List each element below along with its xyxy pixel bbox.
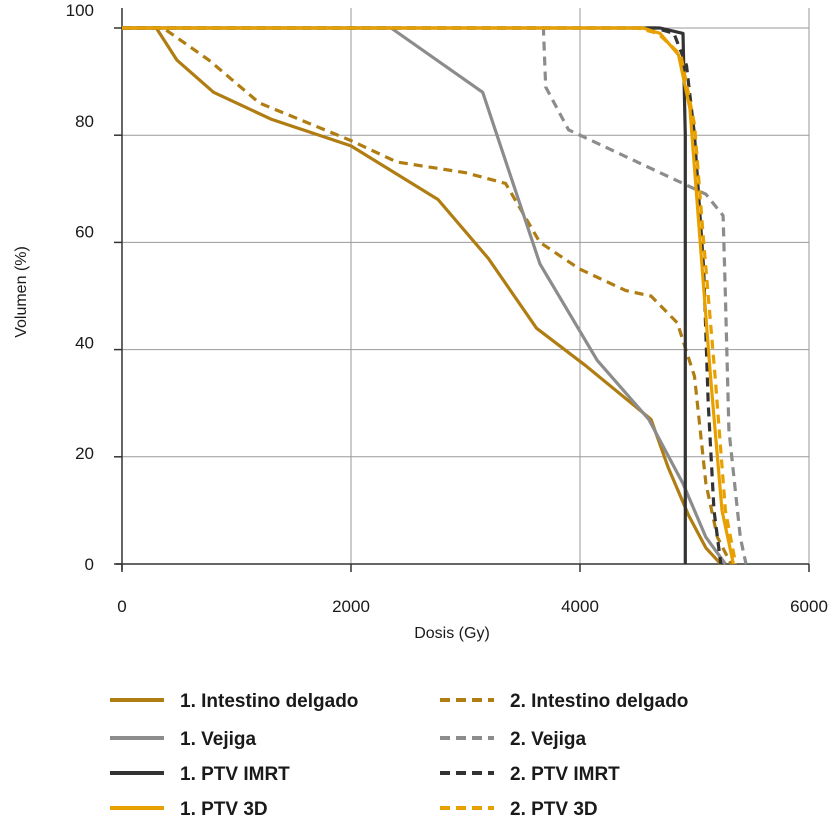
legend-label: 2. PTV IMRT (510, 764, 620, 785)
y-tick-label: 100 (66, 1, 94, 20)
y-tick-label: 20 (75, 444, 94, 463)
x-tick-label: 2000 (332, 597, 370, 616)
x-tick-label: 4000 (561, 597, 599, 616)
axes (114, 8, 810, 572)
series-line-8 (122, 26, 738, 565)
series-line-3 (122, 26, 727, 565)
series-line-6 (122, 26, 723, 565)
y-tick-label: 60 (75, 223, 94, 242)
series-line-2 (122, 26, 733, 565)
legend-label: 1. Intestino delgado (180, 691, 358, 712)
y-tick-label: 80 (75, 112, 94, 131)
legend-label: 1. PTV 3D (180, 799, 268, 820)
x-axis-title: Dosis (Gy) (414, 625, 490, 642)
y-tick-label: 0 (85, 555, 94, 574)
series-line-7 (122, 26, 735, 565)
y-axis-title: Volumen (%) (13, 246, 30, 338)
legend-label: 1. Vejiga (180, 729, 256, 750)
y-tick-label: 40 (75, 333, 94, 352)
series-line-5 (122, 26, 687, 564)
series-line-4 (122, 26, 748, 565)
series-layer (122, 26, 748, 566)
x-tick-label: 0 (117, 597, 126, 616)
legend-label: 2. Intestino delgado (510, 691, 688, 712)
series-line-1 (122, 26, 722, 566)
legend-label: 2. PTV 3D (510, 799, 598, 820)
legend-label: 2. Vejiga (510, 729, 586, 750)
legend: 1. Intestino delgado 2. Intestino delgado… (110, 691, 688, 820)
x-tick-label: 6000 (790, 597, 828, 616)
legend-label: 1. PTV IMRT (180, 764, 290, 785)
